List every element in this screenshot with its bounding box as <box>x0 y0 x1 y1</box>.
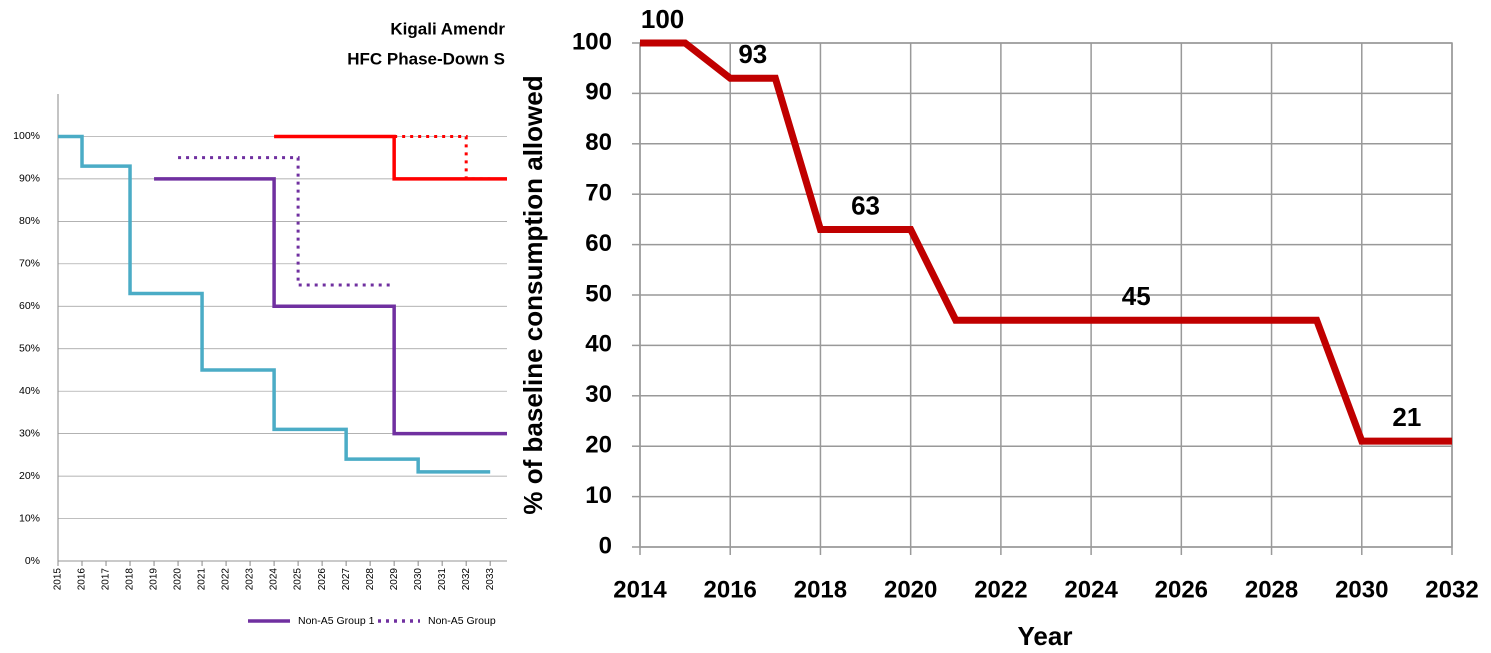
x-tick-label: 2030 <box>1335 576 1388 603</box>
y-tick-label: 10% <box>19 512 40 524</box>
legend-label: Non-A5 Group <box>428 615 496 627</box>
x-tick-label: 2019 <box>149 568 160 591</box>
x-tick-label: 2022 <box>221 568 232 591</box>
y-axis-label: % of baseline consumption allowed <box>518 75 548 514</box>
y-tick-label: 50% <box>19 343 40 355</box>
x-tick-label: 2025 <box>293 568 304 591</box>
data-label: 45 <box>1122 281 1151 311</box>
data-label: 93 <box>738 39 767 69</box>
y-tick-label: 60% <box>19 300 40 312</box>
x-axis-label: Year <box>1018 621 1073 651</box>
y-tick-label: 80 <box>585 129 612 156</box>
x-tick-label: 2014 <box>613 576 667 603</box>
chart-title: HFC Phase-Down S <box>347 49 505 68</box>
x-tick-label: 2024 <box>269 568 280 591</box>
series-line <box>394 134 491 181</box>
data-label: 100 <box>641 4 684 34</box>
y-tick-label: 90 <box>585 79 612 106</box>
x-tick-label: 2018 <box>125 568 136 591</box>
y-tick-label: 100% <box>13 130 40 142</box>
x-tick-label: 2023 <box>245 568 256 591</box>
x-tick-label: 2026 <box>1155 576 1208 603</box>
x-tick-label: 2016 <box>704 576 757 603</box>
x-tick-label: 2018 <box>794 576 847 603</box>
series-line <box>178 156 395 287</box>
chart-title: Kigali Amendr <box>390 19 505 38</box>
y-tick-label: 30 <box>585 381 612 408</box>
y-tick-label: 60 <box>585 230 612 257</box>
x-tick-label: 2027 <box>341 568 352 591</box>
x-tick-label: 2020 <box>173 568 184 591</box>
x-tick-label: 2030 <box>413 568 424 591</box>
x-tick-label: 2028 <box>365 568 376 591</box>
y-tick-label: 80% <box>19 215 40 227</box>
y-tick-label: 100 <box>572 28 612 55</box>
y-tick-label: 50 <box>585 280 612 307</box>
y-tick-label: 70 <box>585 180 612 207</box>
y-tick-label: 0% <box>25 555 40 567</box>
y-tick-label: 10 <box>585 482 612 509</box>
x-tick-label: 2033 <box>485 568 496 591</box>
x-tick-label: 2017 <box>101 568 112 591</box>
x-tick-label: 2016 <box>77 568 88 591</box>
x-tick-label: 2022 <box>974 576 1027 603</box>
x-tick-label: 2020 <box>884 576 937 603</box>
y-tick-label: 20% <box>19 470 40 482</box>
y-tick-label: 30% <box>19 427 40 439</box>
series-line <box>640 39 1452 445</box>
x-tick-label: 2032 <box>1425 576 1478 603</box>
data-label: 21 <box>1392 402 1421 432</box>
series-line <box>274 134 507 181</box>
x-tick-label: 2021 <box>197 568 208 591</box>
y-tick-label: 0 <box>599 532 612 559</box>
x-tick-label: 2029 <box>389 568 400 591</box>
x-tick-label: 2015 <box>53 568 64 591</box>
series-line <box>58 134 491 474</box>
x-tick-label: 2026 <box>317 568 328 591</box>
x-tick-label: 2032 <box>461 568 472 591</box>
x-tick-label: 2031 <box>437 568 448 591</box>
x-tick-label: 2028 <box>1245 576 1298 603</box>
series-line <box>154 177 507 436</box>
y-tick-label: 90% <box>19 173 40 185</box>
legend-label: Non-A5 Group 1 <box>298 615 375 627</box>
y-tick-label: 40 <box>585 331 612 358</box>
y-tick-label: 40% <box>19 385 40 397</box>
x-tick-label: 2024 <box>1064 576 1118 603</box>
y-tick-label: 20 <box>585 432 612 459</box>
data-label: 63 <box>851 190 880 220</box>
y-tick-label: 70% <box>19 258 40 270</box>
